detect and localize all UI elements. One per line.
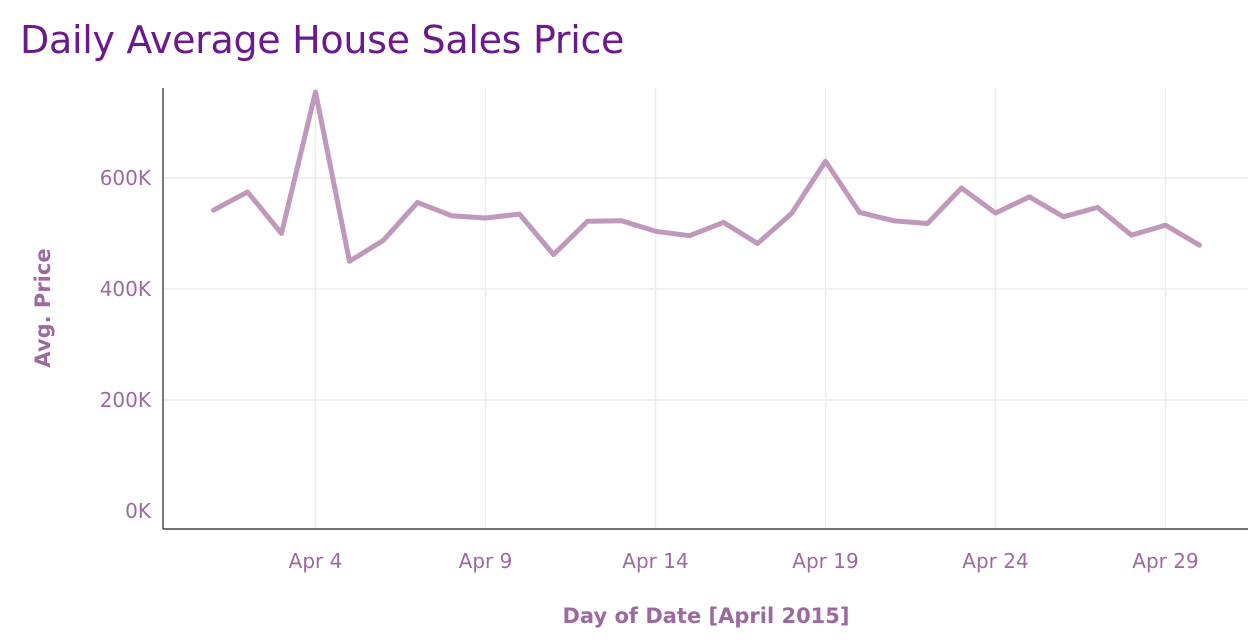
data-point[interactable] xyxy=(514,208,526,220)
x-tick-label: Apr 24 xyxy=(962,549,1028,573)
x-tick-label: Apr 14 xyxy=(622,549,688,573)
data-point[interactable] xyxy=(242,186,254,198)
axes xyxy=(162,88,1248,530)
data-point[interactable] xyxy=(344,255,356,267)
data-point[interactable] xyxy=(956,182,968,194)
y-tick-label: 0K xyxy=(125,499,152,523)
data-point[interactable] xyxy=(990,207,1002,219)
data-point[interactable] xyxy=(208,204,220,216)
series-line[interactable] xyxy=(211,89,1202,264)
y-tick-label: 200K xyxy=(100,388,152,412)
x-tick-label: Apr 29 xyxy=(1132,549,1198,573)
data-point[interactable] xyxy=(412,196,424,208)
data-point[interactable] xyxy=(276,228,288,240)
data-point[interactable] xyxy=(480,212,492,224)
data-point[interactable] xyxy=(446,210,458,222)
data-point[interactable] xyxy=(684,230,696,242)
data-point[interactable] xyxy=(650,225,662,237)
data-point[interactable] xyxy=(1092,201,1104,213)
data-point[interactable] xyxy=(1126,229,1138,241)
data-point[interactable] xyxy=(1058,211,1070,223)
chart-title: Daily Average House Sales Price xyxy=(20,18,625,62)
data-point[interactable] xyxy=(582,215,594,227)
data-point[interactable] xyxy=(888,215,900,227)
y-axis-title: Avg. Price xyxy=(31,248,55,367)
data-point[interactable] xyxy=(820,155,832,167)
data-point[interactable] xyxy=(548,249,560,261)
series-layer xyxy=(208,86,1206,267)
x-tick-label: Apr 19 xyxy=(792,549,858,573)
x-tick-label: Apr 9 xyxy=(459,549,513,573)
tick-labels: Apr 4 Apr 9 Apr 14 Apr 19 Apr 24 Apr 29 0K 200K… xyxy=(100,166,1199,573)
data-point[interactable] xyxy=(718,216,730,228)
x-tick-label: Apr 4 xyxy=(289,549,343,573)
data-point[interactable] xyxy=(1024,191,1036,203)
data-point[interactable] xyxy=(1194,239,1206,251)
data-point[interactable] xyxy=(854,206,866,218)
y-tick-label: 400K xyxy=(100,277,152,301)
data-point[interactable] xyxy=(922,218,934,230)
x-axis-title: Day of Date [April 2015] xyxy=(562,604,849,628)
data-point[interactable] xyxy=(786,208,798,220)
data-point[interactable] xyxy=(378,234,390,246)
y-tick-label: 600K xyxy=(100,166,152,190)
data-point[interactable] xyxy=(310,86,322,98)
data-point[interactable] xyxy=(1160,219,1172,231)
data-point[interactable] xyxy=(752,237,764,249)
data-point[interactable] xyxy=(616,215,628,227)
